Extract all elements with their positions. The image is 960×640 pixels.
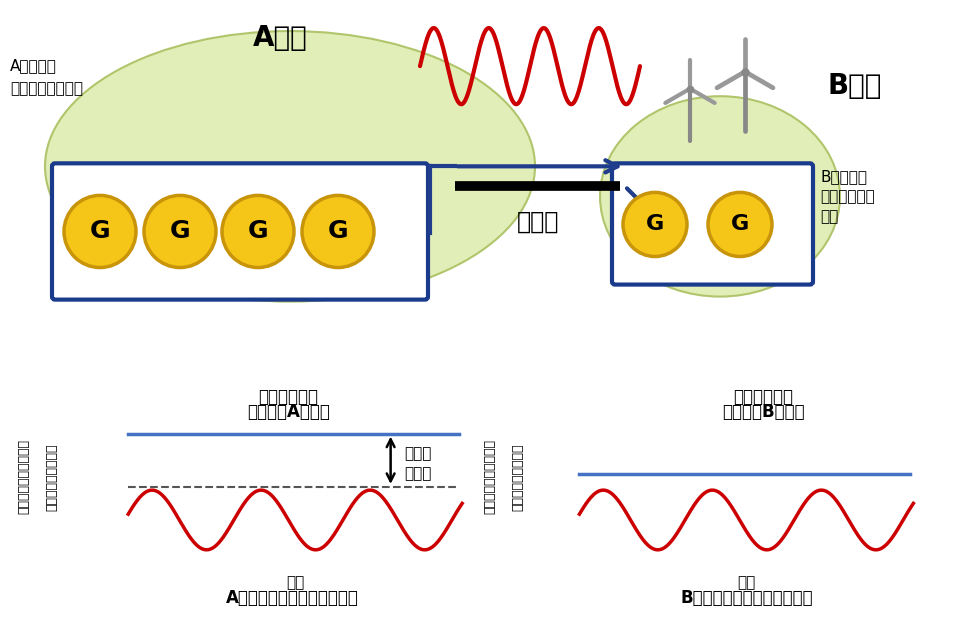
Text: A地域から変動補償する場合: A地域から変動補償する場合 (227, 589, 359, 607)
Ellipse shape (45, 31, 535, 301)
Text: B地域: B地域 (828, 72, 882, 100)
FancyBboxPatch shape (52, 163, 428, 300)
Text: G: G (646, 214, 664, 234)
Text: G: G (327, 220, 348, 243)
Circle shape (144, 195, 216, 268)
Text: 変動補償する場合: 変動補償する場合 (10, 81, 83, 95)
Ellipse shape (600, 96, 840, 296)
Text: 風力発電出力の変動と: 風力発電出力の変動と (17, 439, 31, 515)
Circle shape (302, 195, 374, 268)
Text: 調整力（A地域）: 調整力（A地域） (247, 403, 330, 421)
Text: 調整力（B地域）: 調整力（B地域） (722, 403, 804, 421)
Circle shape (222, 195, 294, 268)
Text: 変動補償する: 変動補償する (820, 189, 875, 204)
Text: 場合: 場合 (820, 209, 838, 224)
Text: 時間: 時間 (737, 575, 756, 591)
Text: 大規模電源の: 大規模電源の (733, 388, 793, 406)
Text: G: G (170, 220, 190, 243)
Circle shape (64, 195, 136, 268)
FancyBboxPatch shape (612, 163, 813, 285)
Text: G: G (89, 220, 110, 243)
Text: B地域内で: B地域内で (820, 169, 867, 184)
Text: 連系線: 連系線 (516, 209, 559, 234)
Text: 時間: 時間 (286, 575, 304, 591)
Text: 大規模電源の: 大規模電源の (258, 388, 319, 406)
Circle shape (623, 193, 687, 257)
Text: G: G (731, 214, 749, 234)
Text: 風力発電出力の変動と: 風力発電出力の変動と (483, 439, 496, 515)
Circle shape (708, 193, 772, 257)
Text: A地域: A地域 (252, 24, 307, 52)
Text: A地域から: A地域から (10, 59, 57, 74)
Text: B地域内で変動補償する場合: B地域内で変動補償する場合 (681, 589, 813, 607)
Text: 余力が: 余力が (404, 446, 432, 461)
Text: 大規模電源の調整力: 大規模電源の調整力 (511, 443, 524, 511)
Text: 大規模電源の調整力: 大規模電源の調整力 (45, 443, 59, 511)
Text: G: G (248, 220, 268, 243)
Text: 大きい: 大きい (404, 466, 432, 481)
